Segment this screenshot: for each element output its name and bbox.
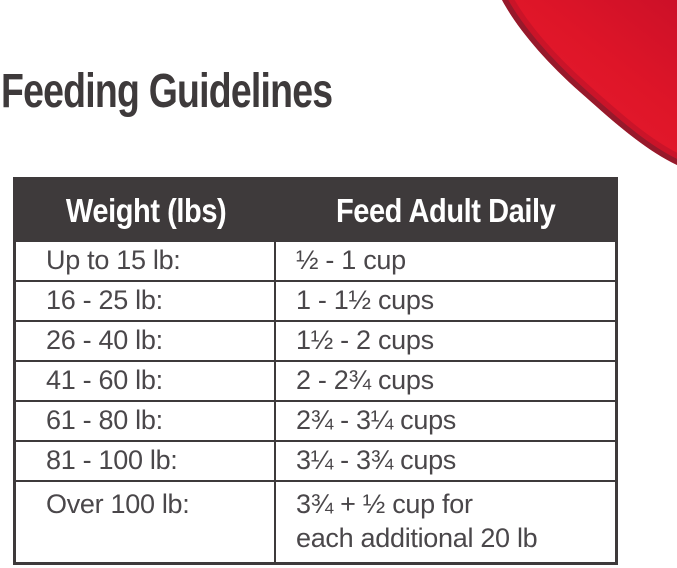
amount-cell: 1½ - 2 cups — [296, 325, 434, 356]
table-row: 26 - 40 lb: 1½ - 2 cups — [16, 322, 615, 362]
weight-cell: 41 - 60 lb: — [16, 362, 276, 400]
weight-cell: 16 - 25 lb: — [16, 282, 276, 320]
table-row: 16 - 25 lb: 1 - 1½ cups — [16, 282, 615, 322]
table-row: 41 - 60 lb: 2 - 2¾ cups — [16, 362, 615, 402]
amount-cell: 1 - 1½ cups — [296, 285, 434, 316]
column-header-feed-daily-label: Feed Adult Daily — [335, 192, 556, 229]
table-row: Up to 15 lb: ½ - 1 cup — [16, 242, 615, 282]
amount-cell: 2 - 2¾ cups — [296, 365, 434, 396]
table-row: 81 - 100 lb: 3¼ - 3¾ cups — [16, 442, 615, 482]
table-row: 61 - 80 lb: 2¾ - 3¼ cups — [16, 402, 615, 442]
amount-cell: 3¾ + ½ cup for each additional 20 lb — [296, 489, 538, 553]
column-header-weight-label: Weight (lbs) — [65, 192, 227, 229]
table-row: Over 100 lb: 3¾ + ½ cup for each additio… — [16, 482, 615, 562]
weight-cell: 61 - 80 lb: — [16, 402, 276, 440]
page-title: Feeding Guidelines — [1, 65, 333, 118]
amount-cell: 3¼ - 3¾ cups — [296, 445, 456, 476]
column-header-weight: Weight (lbs) — [16, 180, 276, 242]
weight-cell: 26 - 40 lb: — [16, 322, 276, 360]
weight-cell: 81 - 100 lb: — [16, 442, 276, 480]
feeding-table: Weight (lbs) Feed Adult Daily Up to 15 l… — [13, 177, 618, 565]
table-header-row: Weight (lbs) Feed Adult Daily — [16, 180, 615, 242]
column-header-feed-daily: Feed Adult Daily — [276, 180, 615, 242]
table-body: Up to 15 lb: ½ - 1 cup 16 - 25 lb: 1 - 1… — [16, 242, 615, 562]
weight-cell: Over 100 lb: — [16, 482, 276, 562]
amount-cell: ½ - 1 cup — [296, 245, 406, 276]
amount-cell: 2¾ - 3¼ cups — [296, 405, 456, 436]
weight-cell: Up to 15 lb: — [16, 242, 276, 280]
